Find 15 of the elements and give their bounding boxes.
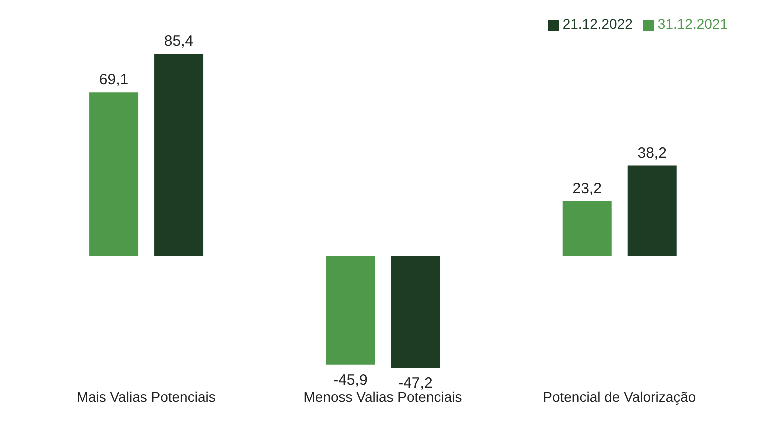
x-tick-label: Mais Valias Potenciais (76, 388, 216, 405)
data-label: 38,2 (638, 144, 667, 162)
bar (628, 166, 677, 256)
bar (154, 54, 204, 256)
bar (326, 256, 376, 365)
data-label: 23,2 (572, 180, 602, 198)
data-label: -45,9 (334, 372, 368, 389)
bar (391, 256, 440, 368)
bar (562, 201, 612, 256)
data-label: 85,4 (164, 33, 194, 50)
data-label: 69,1 (99, 72, 129, 89)
legend-label: 31.12.2021 (658, 16, 728, 32)
x-tick-label: Potencial de Valorização (543, 388, 696, 405)
legend-label: 21.12.2022 (562, 16, 633, 32)
bar (90, 92, 139, 256)
